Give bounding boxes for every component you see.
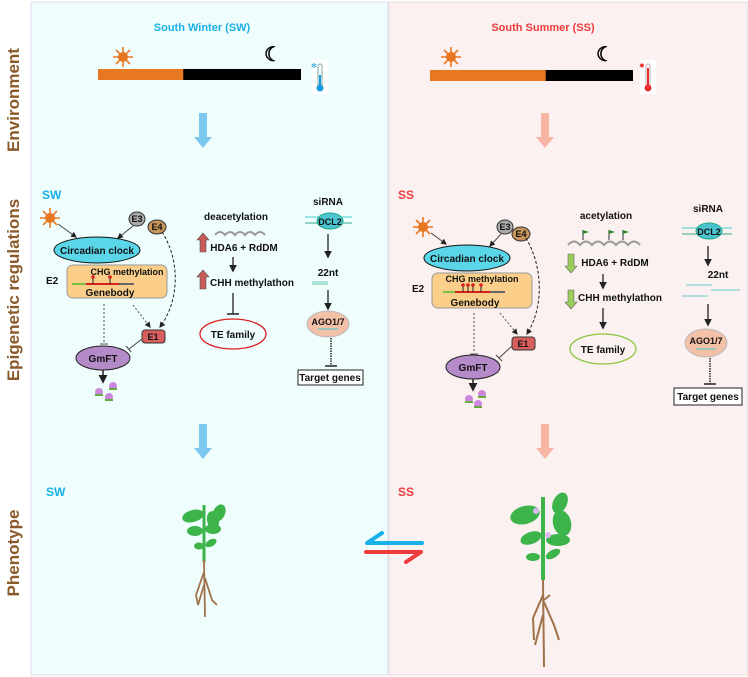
flower-icon bbox=[545, 532, 551, 538]
sun-icon bbox=[112, 46, 134, 68]
flower-icon bbox=[478, 390, 486, 398]
moon-icon: ☾ bbox=[264, 44, 282, 66]
sw-down-arrow-2 bbox=[194, 424, 212, 459]
flower-icon bbox=[533, 508, 539, 514]
sun-icon bbox=[412, 216, 434, 238]
ss-plant-icon bbox=[510, 492, 572, 668]
sw-phenotype-label: SW bbox=[46, 485, 66, 499]
ss-e1: E1 bbox=[517, 339, 528, 349]
reversible-exchange-icon bbox=[364, 531, 424, 564]
sun-icon bbox=[39, 207, 61, 229]
down-arrow-icon bbox=[564, 289, 578, 310]
down-arrow-icon bbox=[564, 253, 578, 274]
moon-icon: ☾ bbox=[596, 44, 614, 66]
sw-hda6: HDA6 + RdDM bbox=[210, 243, 278, 254]
up-arrow-icon bbox=[196, 269, 210, 290]
chromatin-icon bbox=[214, 231, 266, 237]
sw-plant-icon bbox=[182, 504, 226, 618]
sw-e3: E3 bbox=[131, 214, 142, 224]
acetylated-chromatin-icon bbox=[567, 230, 641, 247]
sw-e2: E2 bbox=[46, 276, 59, 287]
sw-chh: CHH methylathon bbox=[210, 278, 294, 289]
sw-title: South Winter (SW) bbox=[154, 22, 251, 34]
row-label-environment: Environment bbox=[4, 48, 23, 152]
up-arrow-icon bbox=[196, 232, 210, 253]
sw-down-arrow-1 bbox=[194, 113, 212, 148]
ss-hda6: HDA6 + RdDM bbox=[581, 258, 649, 269]
sw-chg: CHG methylation bbox=[90, 267, 163, 277]
ss-day-bar bbox=[430, 70, 546, 81]
sw-te-family: TE family bbox=[211, 330, 256, 341]
sw-night-bar bbox=[98, 69, 301, 80]
sw-epigenetic: SW E3 E4 Circadian clock E2 CHG methylat… bbox=[39, 188, 364, 401]
flower-icon bbox=[474, 400, 482, 408]
flower-icon bbox=[465, 395, 473, 403]
sw-gmft: GmFT bbox=[89, 354, 118, 365]
ss-down-arrow-2 bbox=[536, 424, 554, 459]
ss-label: SS bbox=[398, 188, 414, 202]
sw-e1: E1 bbox=[147, 332, 158, 342]
ss-histone-title: acetylation bbox=[580, 211, 632, 222]
ss-te-family: TE family bbox=[581, 345, 626, 356]
ss-ago: AGO1/7 bbox=[689, 336, 722, 346]
flower-icon bbox=[105, 393, 113, 401]
ss-sirna-title: siRNA bbox=[693, 204, 723, 215]
row-label-epigenetic: Epigenetic regulations bbox=[4, 199, 23, 381]
ss-phenotype-label: SS bbox=[398, 485, 414, 499]
sw-day-bar bbox=[98, 69, 184, 80]
sw-22nt: 22nt bbox=[318, 268, 339, 279]
svg-text:✹: ✹ bbox=[639, 62, 645, 70]
ss-genebody: Genebody bbox=[451, 298, 500, 309]
ss-epigenetic: SS E3 E4 Circadian clock E2 CHG methylat… bbox=[398, 188, 743, 408]
ss-e2: E2 bbox=[412, 284, 425, 295]
sun-icon bbox=[440, 46, 462, 68]
ss-circadian: Circadian clock bbox=[430, 254, 504, 265]
sw-sirna-title: siRNA bbox=[313, 197, 343, 208]
ss-22nt: 22nt bbox=[708, 270, 729, 281]
sw-histone-title: deacetylation bbox=[204, 212, 268, 223]
svg-text:✻: ✻ bbox=[311, 62, 317, 70]
flower-icon bbox=[95, 388, 103, 396]
ss-e4: E4 bbox=[515, 229, 526, 239]
sw-panel bbox=[30, 1, 389, 676]
sw-ago: AGO1/7 bbox=[311, 317, 344, 327]
ss-chh: CHH methylathon bbox=[578, 293, 662, 304]
sw-dcl2: DCL2 bbox=[318, 217, 342, 227]
flower-icon bbox=[109, 382, 117, 390]
sw-circadian: Circadian clock bbox=[60, 246, 134, 257]
ss-dcl2: DCL2 bbox=[697, 227, 721, 237]
ss-chg: CHG methylation bbox=[445, 274, 518, 284]
ss-target-genes: Target genes bbox=[677, 392, 739, 403]
thermometer-hot-icon: ✹ bbox=[639, 60, 656, 94]
ss-e3: E3 bbox=[499, 222, 510, 232]
thermometer-cold-icon: ✻ bbox=[311, 60, 328, 94]
ss-title: South Summer (SS) bbox=[491, 22, 595, 34]
sw-label: SW bbox=[42, 188, 62, 202]
sw-target-genes: Target genes bbox=[299, 373, 361, 384]
ss-gmft: GmFT bbox=[459, 363, 488, 374]
sw-e4: E4 bbox=[151, 222, 162, 232]
row-label-phenotype: Phenotype bbox=[4, 510, 23, 597]
ss-down-arrow-1 bbox=[536, 113, 554, 148]
sw-genebody: Genebody bbox=[86, 288, 135, 299]
